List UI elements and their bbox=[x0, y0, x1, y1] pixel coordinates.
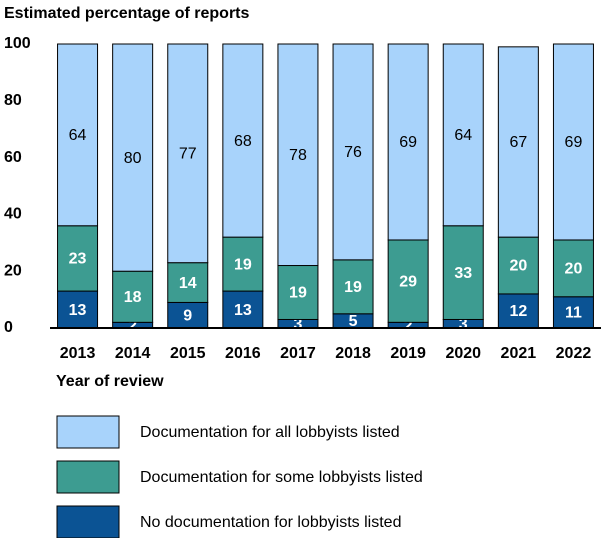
data-label: 67 bbox=[509, 134, 527, 151]
bar-segment bbox=[552, 43, 594, 241]
y-tick-label: 80 bbox=[4, 92, 22, 109]
data-label: 3 bbox=[459, 316, 468, 333]
data-label: 68 bbox=[234, 133, 252, 150]
bar-segment bbox=[57, 290, 99, 329]
data-label: 80 bbox=[124, 150, 142, 167]
data-label: 29 bbox=[399, 273, 417, 290]
bar-segment bbox=[277, 43, 319, 267]
data-label: 20 bbox=[509, 258, 527, 275]
y-tick-label: 40 bbox=[4, 206, 22, 223]
bar-segment bbox=[497, 293, 539, 329]
x-tick-label: 2016 bbox=[225, 345, 261, 362]
y-tick-label: 100 bbox=[4, 35, 31, 52]
data-label: 3 bbox=[293, 316, 302, 333]
data-label: 13 bbox=[69, 302, 87, 319]
data-label: 9 bbox=[183, 307, 192, 324]
data-label: 12 bbox=[509, 303, 527, 320]
bar-segment bbox=[332, 259, 374, 315]
x-axis-label: Year of review bbox=[56, 373, 164, 390]
bar-segment bbox=[167, 43, 209, 264]
y-tick-label: 20 bbox=[4, 262, 22, 279]
bar-segment bbox=[552, 239, 594, 298]
bar-segment bbox=[112, 270, 154, 323]
bar-segment bbox=[222, 43, 264, 238]
legend-swatch bbox=[56, 460, 120, 494]
data-label: 76 bbox=[344, 144, 362, 161]
bar-segment bbox=[57, 225, 99, 292]
x-tick-label: 2017 bbox=[280, 345, 316, 362]
x-tick-label: 2021 bbox=[501, 345, 537, 362]
data-label: 78 bbox=[289, 147, 307, 164]
data-label: 64 bbox=[69, 127, 87, 144]
data-label: 19 bbox=[344, 279, 362, 296]
data-label: 2 bbox=[404, 317, 413, 334]
bar-segment bbox=[277, 265, 319, 320]
legend-swatch bbox=[56, 415, 120, 449]
data-label: 23 bbox=[69, 251, 87, 268]
x-tick-label: 2015 bbox=[170, 345, 206, 362]
bar-segment bbox=[112, 43, 154, 272]
bar-segment bbox=[167, 301, 209, 329]
x-tick-label: 2018 bbox=[335, 345, 371, 362]
y-tick-label: 60 bbox=[4, 149, 22, 166]
bar-segment bbox=[497, 46, 539, 238]
data-label: 69 bbox=[565, 134, 583, 151]
data-label: 69 bbox=[399, 134, 417, 151]
data-label: 33 bbox=[454, 265, 472, 282]
data-label: 20 bbox=[565, 261, 583, 278]
bar-segment bbox=[387, 43, 429, 241]
data-label: 18 bbox=[124, 289, 142, 306]
bar-segment bbox=[497, 236, 539, 295]
x-tick-label: 2020 bbox=[445, 345, 481, 362]
data-label: 2 bbox=[128, 317, 137, 334]
legend-label: Documentation for some lobbyists listed bbox=[140, 469, 423, 486]
data-label: 11 bbox=[565, 305, 582, 322]
x-tick-label: 2019 bbox=[390, 345, 426, 362]
legend-label: No documentation for lobbyists listed bbox=[140, 514, 401, 531]
bar-segment bbox=[332, 43, 374, 261]
x-tick-label: 2022 bbox=[556, 345, 592, 362]
y-axis-label: Estimated percentage of reports bbox=[4, 5, 250, 22]
legend-label: Documentation for all lobbyists listed bbox=[140, 424, 400, 441]
data-label: 77 bbox=[179, 146, 197, 163]
x-tick-label: 2013 bbox=[60, 345, 96, 362]
bar-segment bbox=[387, 239, 429, 323]
data-label: 64 bbox=[454, 127, 472, 144]
bar-segment bbox=[57, 43, 99, 227]
data-label: 5 bbox=[349, 313, 358, 330]
bar-segment bbox=[167, 262, 209, 303]
bar-segment bbox=[442, 43, 484, 227]
data-label: 13 bbox=[234, 302, 252, 319]
x-tick-label: 2014 bbox=[115, 345, 151, 362]
y-tick-label: 0 bbox=[4, 319, 13, 336]
data-label: 19 bbox=[234, 256, 252, 273]
legend-swatch bbox=[56, 505, 120, 538]
data-label: 14 bbox=[179, 275, 197, 292]
data-label: 19 bbox=[289, 285, 307, 302]
